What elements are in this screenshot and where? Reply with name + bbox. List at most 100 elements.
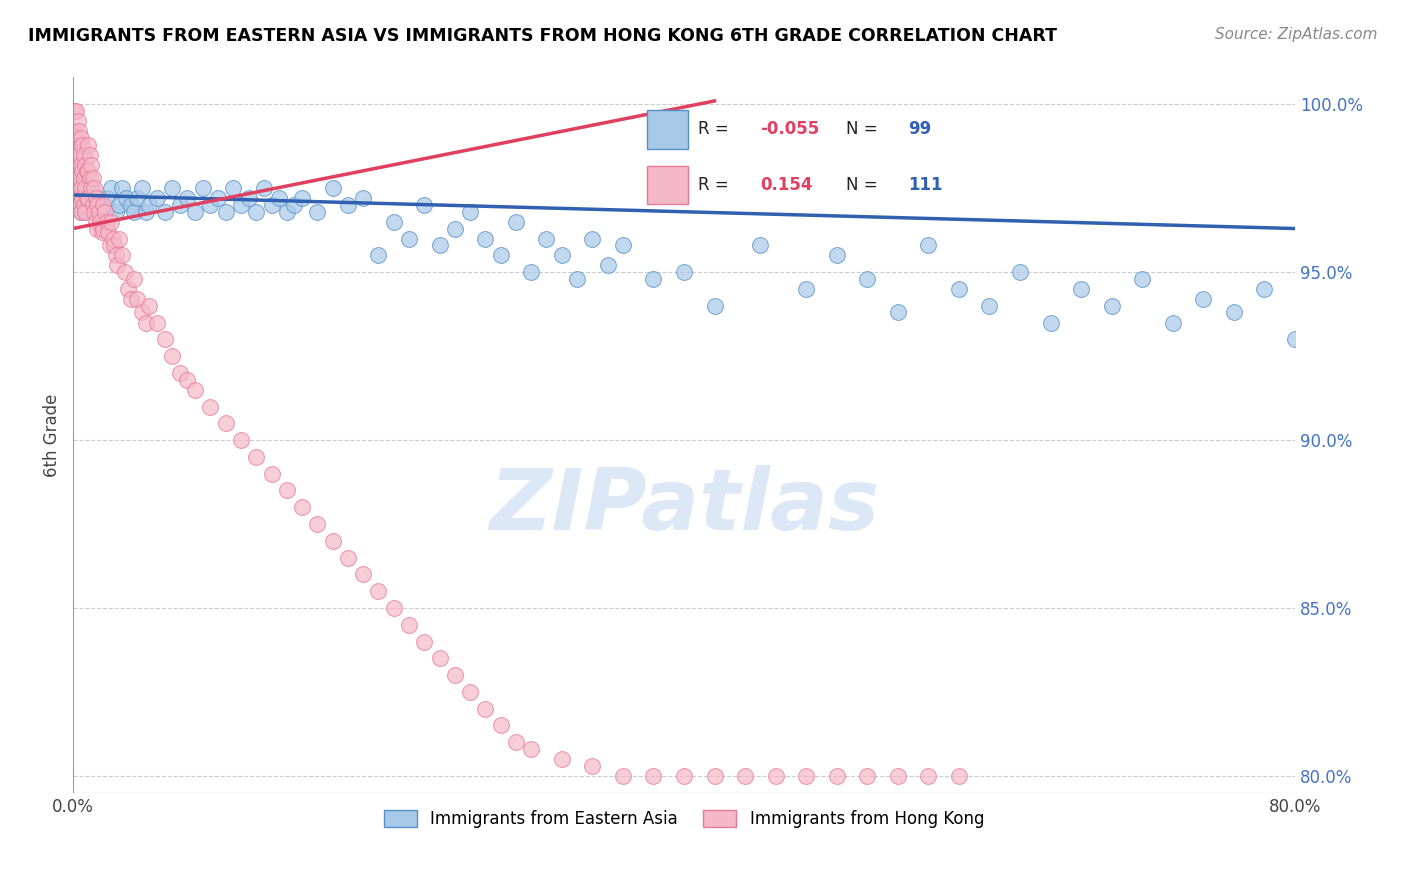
Point [1039,316,1062,330]
Point [825,769,848,783]
Point [94,204,117,219]
Point [1253,282,1275,296]
Point [443,668,465,682]
Text: R =: R = [699,120,730,138]
Point [83,204,105,219]
Point [222,181,245,195]
Point [505,735,527,749]
Point [72,191,94,205]
Point [153,332,176,346]
Point [93,198,115,212]
Point [1284,332,1306,346]
Text: Source: ZipAtlas.com: Source: ZipAtlas.com [1215,27,1378,42]
Point [67,198,90,212]
Point [382,215,405,229]
Point [104,248,127,262]
Point [82,171,104,186]
Point [184,383,207,397]
Point [72,147,94,161]
Point [1008,265,1031,279]
Point [79,147,101,161]
Point [69,131,91,145]
Point [75,158,97,172]
Point [82,198,104,212]
Point [115,191,138,205]
Point [917,769,939,783]
Point [65,181,87,195]
Point [131,181,153,195]
Text: 111: 111 [908,176,943,194]
Point [1192,292,1215,306]
Point [69,204,91,219]
Point [191,181,214,195]
Point [77,137,100,152]
Point [65,181,87,195]
Point [75,204,97,219]
Point [100,181,122,195]
Text: R =: R = [699,176,730,194]
Point [291,500,314,515]
Point [75,181,97,195]
Point [458,204,481,219]
Point [63,103,86,118]
Point [79,171,101,186]
Point [283,198,305,212]
Point [86,198,108,212]
Point [948,769,970,783]
Text: 99: 99 [908,120,932,138]
Point [69,204,91,219]
Point [89,215,111,229]
Point [66,137,89,152]
Point [887,769,910,783]
Point [97,225,120,239]
Point [77,164,100,178]
Bar [647,166,688,204]
Point [703,299,725,313]
Point [101,232,124,246]
Point [69,158,91,172]
Point [253,181,276,195]
Point [291,191,314,205]
Point [83,181,105,195]
Point [443,221,465,235]
Point [367,248,389,262]
Point [75,204,97,219]
Point [76,198,98,212]
Point [70,164,93,178]
Text: IMMIGRANTS FROM EASTERN ASIA VS IMMIGRANTS FROM HONG KONG 6TH GRADE CORRELATION : IMMIGRANTS FROM EASTERN ASIA VS IMMIGRAN… [28,27,1057,45]
Point [131,305,153,319]
Point [65,131,87,145]
Point [127,191,149,205]
Point [581,759,603,773]
Point [160,181,183,195]
Point [176,373,198,387]
Point [63,147,86,161]
Point [77,191,100,205]
Point [207,191,229,205]
Point [322,181,344,195]
Point [120,198,142,212]
Point [67,198,90,212]
Point [1161,316,1184,330]
Point [89,198,111,212]
Point [260,467,283,481]
Point [551,752,574,766]
Point [856,272,879,286]
Point [135,316,157,330]
Point [127,292,149,306]
Point [458,685,481,699]
Point [979,299,1001,313]
Point [749,238,772,252]
Point [856,769,879,783]
Point [67,124,90,138]
Point [245,204,267,219]
Point [83,204,105,219]
Point [138,198,160,212]
Point [80,158,103,172]
Point [111,248,134,262]
Point [643,769,665,783]
Point [269,191,291,205]
Point [413,634,436,648]
Point [69,181,91,195]
Point [276,483,298,498]
